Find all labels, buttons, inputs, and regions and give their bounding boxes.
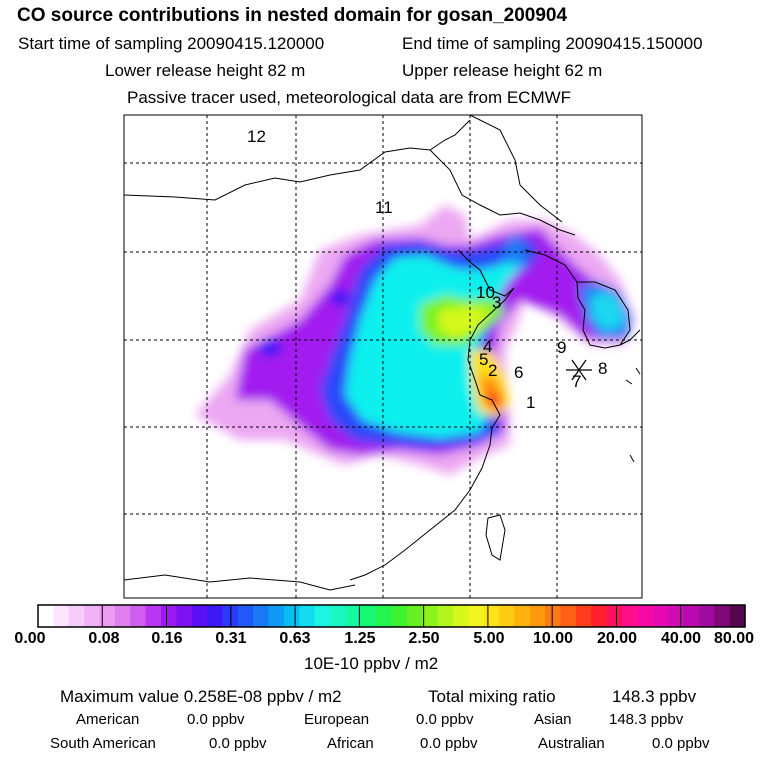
colorbar-swatch xyxy=(422,605,439,627)
end-time-label: End time of sampling 20090415.150000 xyxy=(402,34,703,53)
colorbar-tick-label: 2.50 xyxy=(408,630,440,647)
colorbar-swatch xyxy=(237,605,254,627)
colorbar-tick-label: 5.00 xyxy=(473,630,505,647)
colorbar-swatch xyxy=(652,605,669,627)
region-label-3: 3 xyxy=(492,293,502,312)
region-label-1: 1 xyxy=(526,393,536,412)
colorbar-swatch xyxy=(99,605,116,627)
colorbar-swatch xyxy=(345,605,362,627)
colorbar xyxy=(37,604,746,628)
upper-release-height-label: Upper release height 62 m xyxy=(402,61,603,80)
colorbar-tick-label: 1.25 xyxy=(344,630,376,647)
start-time-label: Start time of sampling 20090415.120000 xyxy=(18,34,325,53)
region-label-11: 11 xyxy=(375,198,393,217)
colorbar-swatch xyxy=(68,605,85,627)
colorbar-swatch xyxy=(406,605,423,627)
region-label-12: 12 xyxy=(247,127,266,146)
region-label-8: 8 xyxy=(598,359,608,378)
region-value: 0.0 ppbv xyxy=(416,711,474,728)
colorbar-unit-label: 10E-10 ppbv / m2 xyxy=(304,654,439,673)
colorbar-swatch xyxy=(191,605,208,627)
page-title: CO source contributions in nested domain… xyxy=(17,5,568,26)
region-label-9: 9 xyxy=(557,338,567,357)
colorbar-swatch xyxy=(437,605,454,627)
colorbar-swatch xyxy=(622,605,639,627)
region-value: 0.0 ppbv xyxy=(209,735,267,752)
colorbar-swatch xyxy=(529,605,546,627)
colorbar-swatch xyxy=(545,605,562,627)
map-frame xyxy=(123,114,643,599)
lower-release-height-label: Lower release height 82 m xyxy=(105,61,306,80)
colorbar-swatch xyxy=(176,605,193,627)
colorbar-swatch xyxy=(130,605,147,627)
region-value: 0.0 ppbv xyxy=(420,735,478,752)
colorbar-swatch xyxy=(499,605,516,627)
colorbar-swatch xyxy=(683,605,700,627)
colorbar-tick-label: 80.00 xyxy=(713,630,755,647)
region-name: Asian xyxy=(534,711,572,728)
coastlines xyxy=(124,115,641,591)
colorbar-swatch xyxy=(299,605,316,627)
colorbar-tick-label: 0.00 xyxy=(14,630,46,647)
receptor-site-marker xyxy=(566,359,592,381)
region-name: African xyxy=(327,735,374,752)
colorbar-tick-label: 40.00 xyxy=(660,630,702,647)
colorbar-tick-label: 10.00 xyxy=(532,630,574,647)
region-label-7: 7 xyxy=(572,372,582,391)
region-value: 148.3 ppbv xyxy=(609,711,684,728)
colorbar-swatch xyxy=(114,605,131,627)
colorbar-swatch xyxy=(483,605,500,627)
colorbar-swatch xyxy=(376,605,393,627)
colorbar-tick-label: 0.31 xyxy=(215,630,247,647)
map-grid xyxy=(124,115,642,598)
colorbar-swatch xyxy=(53,605,70,627)
max-value-label: Maximum value 0.258E-08 ppbv / m2 xyxy=(60,687,342,706)
region-label-10: 10 xyxy=(476,283,495,302)
colorbar-tick-label: 20.00 xyxy=(596,630,638,647)
total-mixing-ratio-value: 148.3 ppbv xyxy=(612,687,697,706)
region-value: 0.0 ppbv xyxy=(652,735,710,752)
plume-layer xyxy=(124,115,642,598)
colorbar-tick-label: 0.16 xyxy=(151,630,183,647)
region-name: South American xyxy=(50,735,156,752)
colorbar-swatch xyxy=(668,605,685,627)
region-label-2: 2 xyxy=(488,361,498,380)
colorbar-swatch xyxy=(268,605,285,627)
colorbar-swatch xyxy=(575,605,592,627)
region-name: Australian xyxy=(538,735,605,752)
region-value: 0.0 ppbv xyxy=(187,711,245,728)
region-name: European xyxy=(304,711,370,728)
colorbar-swatch xyxy=(38,605,54,627)
total-mixing-ratio-label: Total mixing ratio xyxy=(428,687,556,706)
region-label-4: 4 xyxy=(483,337,493,356)
region-label-5: 5 xyxy=(479,350,489,369)
colorbar-tick-label: 0.08 xyxy=(88,630,120,647)
colorbar-swatch xyxy=(729,605,746,627)
colorbar-swatch xyxy=(160,605,177,627)
colorbar-swatch xyxy=(283,605,300,627)
colorbar-tick-label: 0.63 xyxy=(279,630,311,647)
colorbar-swatch xyxy=(330,605,346,627)
colorbar-swatch xyxy=(253,605,270,627)
colorbar-swatch xyxy=(637,605,654,627)
colorbar-swatch xyxy=(84,605,101,627)
colorbar-swatch xyxy=(714,605,731,627)
tracer-note: Passive tracer used, meteorological data… xyxy=(127,88,572,107)
region-name: American xyxy=(76,711,140,728)
colorbar-swatch xyxy=(468,605,485,627)
colorbar-swatch xyxy=(606,605,623,627)
colorbar-swatch xyxy=(698,605,715,627)
colorbar-frame xyxy=(37,604,746,628)
colorbar-swatch xyxy=(514,605,531,627)
colorbar-swatch xyxy=(560,605,577,627)
colorbar-swatch xyxy=(591,605,608,627)
region-label-6: 6 xyxy=(514,363,524,382)
colorbar-swatch xyxy=(452,605,469,627)
colorbar-swatch xyxy=(360,605,377,627)
colorbar-swatch xyxy=(391,605,408,627)
colorbar-swatch xyxy=(207,605,224,627)
colorbar-swatch xyxy=(314,605,331,627)
colorbar-swatch xyxy=(145,605,162,627)
